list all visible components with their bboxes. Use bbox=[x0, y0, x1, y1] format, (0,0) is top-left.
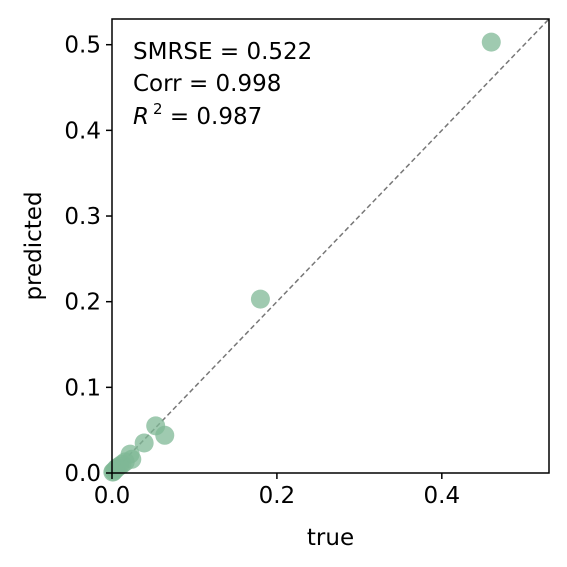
reference-line bbox=[111, 18, 550, 474]
x-tick-label: 0.2 bbox=[259, 483, 296, 509]
corr-annotation: Corr = 0.998 bbox=[133, 71, 281, 97]
y-tick-label: 0.2 bbox=[64, 290, 101, 316]
smrse-annotation: SMRSE = 0.522 bbox=[133, 39, 312, 65]
y-tick-label: 0.1 bbox=[64, 375, 101, 401]
scatter-point bbox=[155, 425, 175, 445]
scatter-point bbox=[134, 433, 154, 453]
axis-ticks: 0.0 0.2 0.4 0.0 0.1 0.2 0.3 0.4 0.5 bbox=[64, 33, 460, 509]
y-tick-label: 0.4 bbox=[64, 118, 101, 144]
y-tick-label: 0.0 bbox=[64, 461, 101, 487]
y-tick-label: 0.5 bbox=[64, 33, 101, 59]
scatter-point bbox=[250, 289, 270, 309]
y-tick-label: 0.3 bbox=[64, 204, 101, 230]
plot-frame bbox=[111, 18, 550, 474]
x-tick-label: 0.4 bbox=[424, 483, 461, 509]
r2-superscript: 2 bbox=[153, 100, 163, 118]
scatter-point bbox=[481, 32, 501, 52]
r2-symbol: R bbox=[133, 104, 149, 130]
x-tick-label: 0.0 bbox=[94, 483, 131, 509]
r2-value: = 0.987 bbox=[163, 104, 263, 130]
reference-line-layer bbox=[111, 18, 550, 474]
x-axis-label: true bbox=[307, 525, 354, 551]
y-axis-label: predicted bbox=[21, 191, 47, 300]
scatter-point bbox=[103, 462, 123, 482]
